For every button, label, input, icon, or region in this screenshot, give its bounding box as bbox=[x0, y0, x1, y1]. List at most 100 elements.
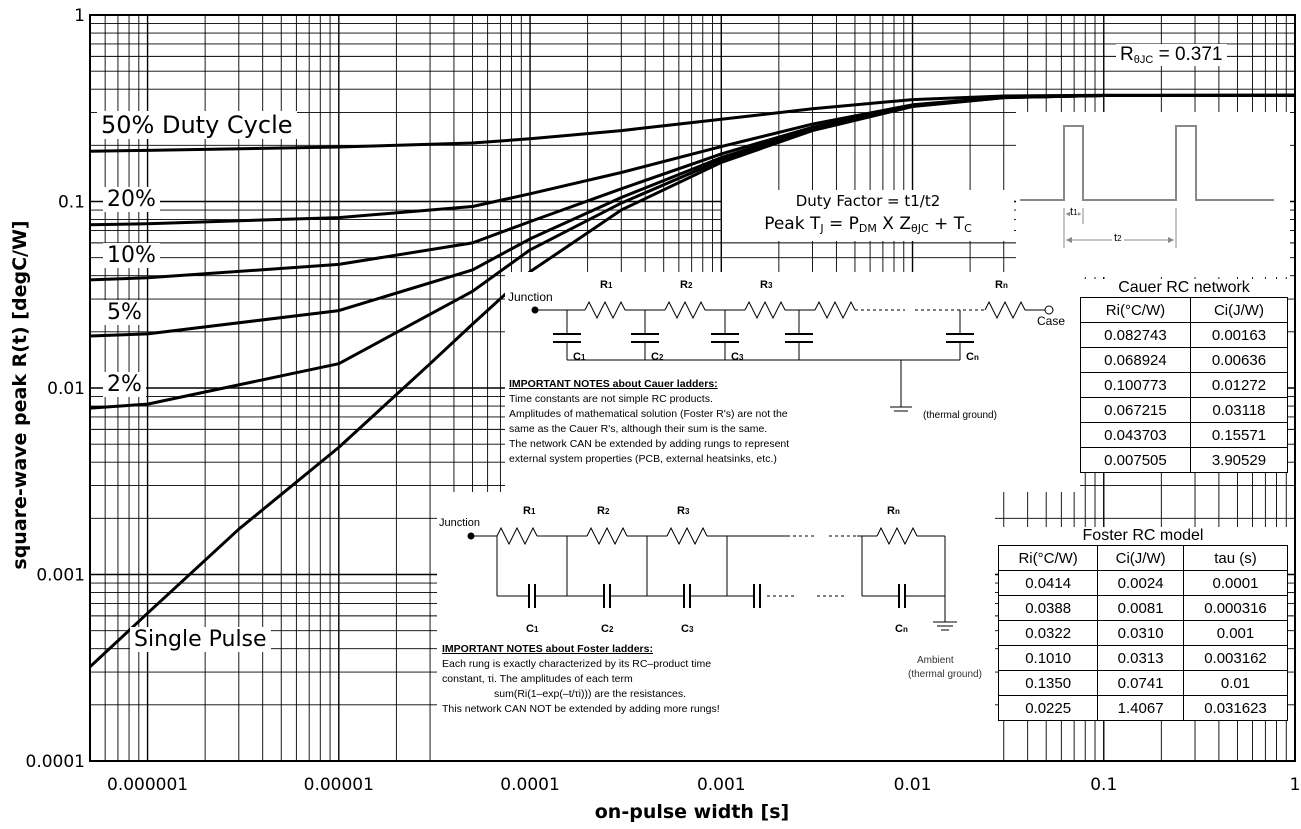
svg-text:Rn: Rn bbox=[995, 279, 1008, 291]
table-cell: 0.01272 bbox=[1189, 372, 1289, 398]
square-wave-diagram: t1 t2 bbox=[1016, 112, 1290, 277]
cauer-table-title: Cauer RC network bbox=[1080, 279, 1288, 297]
table-cell: 0.01 bbox=[1182, 670, 1289, 696]
y-tick-label: 0.0001 bbox=[26, 752, 85, 772]
foster-table-panel: Foster RC model Ri(°C/W) Ci(J/W) tau (s) 0… bbox=[997, 527, 1289, 721]
cauer-notes: IMPORTANT NOTES about Cauer ladders: Tim… bbox=[509, 377, 879, 467]
y-tick-label: 0.01 bbox=[47, 379, 85, 399]
table-cell: 0.0001 bbox=[1182, 570, 1289, 596]
peak-sub-c: C bbox=[964, 222, 972, 235]
table-row: 0.082743 0.00163 bbox=[1080, 322, 1289, 348]
cauer-ground-label: (thermal ground) bbox=[923, 410, 997, 421]
svg-text:C2: C2 bbox=[651, 351, 664, 363]
table-cell: 0.0225 bbox=[997, 695, 1099, 721]
cauer-note-line: Time constants are not simple RC product… bbox=[509, 393, 713, 405]
peak-eq: = P bbox=[823, 214, 859, 234]
table-row: 0.0388 0.0081 0.000316 bbox=[997, 595, 1289, 621]
y-axis-label: square-wave peak R(t) [degC/W] bbox=[9, 220, 31, 569]
table-cell: 0.082743 bbox=[1080, 322, 1191, 348]
table-row: 0.068924 0.00636 bbox=[1080, 347, 1289, 373]
t2-sub: 2 bbox=[1117, 234, 1122, 243]
x-axis-label: on-pulse width [s] bbox=[595, 801, 789, 823]
foster-notes-title: IMPORTANT NOTES about Foster ladders: bbox=[442, 643, 653, 655]
series-label-5: 5% bbox=[103, 300, 146, 325]
x-tick-labels: 0.000001 0.00001 0.0001 0.001 0.01 0.1 1 bbox=[107, 775, 1300, 795]
peak-t: Peak T bbox=[764, 214, 821, 234]
table-cell: 0.15571 bbox=[1189, 422, 1289, 448]
series-line-5 bbox=[88, 93, 1296, 668]
table-cell: 0.0322 bbox=[997, 620, 1099, 646]
foster-notes: IMPORTANT NOTES about Foster ladders: Ea… bbox=[442, 642, 822, 717]
cauer-circuit-panel: R1 R2 R3 Rn C1 C2 C3 Cn Junction Case (t… bbox=[505, 272, 1080, 492]
table-header: tau (s) bbox=[1182, 545, 1289, 571]
svg-text:Cn: Cn bbox=[895, 623, 908, 635]
table-cell: 0.043703 bbox=[1080, 422, 1191, 448]
svg-text:R2: R2 bbox=[597, 505, 610, 517]
table-row: 0.100773 0.01272 bbox=[1080, 372, 1289, 398]
table-header: Ci(J/W) bbox=[1189, 297, 1289, 323]
table-cell: 0.0081 bbox=[1097, 595, 1184, 621]
foster-note-line: This network CAN NOT be extended by addi… bbox=[442, 703, 720, 715]
peak-sub-dm: DM bbox=[858, 222, 877, 235]
t1-label: t1 bbox=[1070, 206, 1078, 218]
series-label-single-pulse: Single Pulse bbox=[130, 627, 271, 652]
foster-ambient-label: Ambient bbox=[917, 655, 954, 666]
series-label-10: 10% bbox=[103, 243, 160, 268]
t2-label: t2 bbox=[1112, 232, 1124, 244]
r-theta-symbol: R bbox=[1120, 44, 1134, 65]
table-cell: 0.0414 bbox=[997, 570, 1099, 596]
series-label-50: 50% Duty Cycle bbox=[97, 111, 297, 139]
foster-table-title: Foster RC model bbox=[998, 527, 1288, 545]
foster-note-line: Each rung is exactly characterized by it… bbox=[442, 658, 712, 670]
table-cell: 0.000316 bbox=[1182, 595, 1289, 621]
x-tick-label: 0.00001 bbox=[304, 775, 374, 795]
svg-text:R3: R3 bbox=[760, 279, 773, 291]
cauer-note-line: Amplitudes of mathematical solution (Fos… bbox=[509, 408, 788, 420]
table-row: 0.0322 0.0310 0.001 bbox=[997, 620, 1289, 646]
table-cell: 0.003162 bbox=[1182, 645, 1289, 671]
table-header: Ri(°C/W) bbox=[1080, 297, 1191, 323]
peak-x: X Z bbox=[876, 214, 911, 234]
series-label-2: 2% bbox=[103, 372, 146, 397]
y-tick-label: 1 bbox=[74, 6, 85, 26]
table-cell: 0.100773 bbox=[1080, 372, 1191, 398]
svg-text:C3: C3 bbox=[731, 351, 744, 363]
table-row: 0.1350 0.0741 0.01 bbox=[997, 670, 1289, 696]
table-header-row: Ri(°C/W) Ci(J/W) bbox=[1080, 297, 1289, 323]
table-cell: 0.0741 bbox=[1097, 670, 1184, 696]
table-cell: 1.4067 bbox=[1097, 695, 1184, 721]
cauer-table: Ri(°C/W) Ci(J/W) 0.082743 0.00163 0.068924… bbox=[1080, 297, 1289, 473]
svg-text:R1: R1 bbox=[523, 505, 536, 517]
table-header: Ci(J/W) bbox=[1097, 545, 1184, 571]
x-tick-label: 0.000001 bbox=[107, 775, 188, 795]
cauer-case-label: Case bbox=[1037, 314, 1066, 328]
duty-factor-formula: Duty Factor = t1/t2 bbox=[795, 192, 941, 210]
series-label-20: 20% bbox=[103, 187, 160, 212]
duty-factor-annotation: Duty Factor = t1/t2 Peak TJ = PDM X ZθJC… bbox=[722, 190, 1014, 241]
svg-text:C2: C2 bbox=[601, 623, 614, 635]
foster-note-line: constant, τi. The amplitudes of each ter… bbox=[442, 673, 633, 685]
svg-text:C3: C3 bbox=[681, 623, 694, 635]
t2-text: t bbox=[1114, 232, 1118, 244]
r-theta-jc-annotation: RθJC = 0.371 bbox=[1116, 44, 1227, 66]
table-cell: 0.03118 bbox=[1189, 397, 1289, 423]
y-tick-label: 0.1 bbox=[58, 193, 85, 213]
table-cell: 0.031623 bbox=[1182, 695, 1289, 721]
x-tick-label: 1 bbox=[1290, 775, 1301, 795]
svg-text:C1: C1 bbox=[573, 351, 586, 363]
foster-table: Ri(°C/W) Ci(J/W) tau (s) 0.0414 0.0024 0.000… bbox=[997, 545, 1289, 721]
table-cell: 0.067215 bbox=[1080, 397, 1191, 423]
foster-ground-label: (thermal ground) bbox=[908, 669, 982, 680]
svg-text:R1: R1 bbox=[600, 279, 613, 291]
cauer-junction-label: Junction bbox=[508, 290, 553, 304]
table-cell: 3.90529 bbox=[1189, 447, 1289, 473]
table-cell: 0.068924 bbox=[1080, 347, 1191, 373]
peak-sub-theta: θJC bbox=[911, 222, 929, 235]
cauer-table-panel: Cauer RC network Ri(°C/W) Ci(J/W) 0.08274… bbox=[1080, 279, 1289, 473]
r-theta-value: = 0.371 bbox=[1153, 44, 1223, 65]
x-tick-label: 0.0001 bbox=[500, 775, 559, 795]
svg-text:R3: R3 bbox=[677, 505, 690, 517]
foster-note-line: sum(Ri(1–exp(–t/τi))) are the resistance… bbox=[494, 688, 687, 700]
svg-text:Cn: Cn bbox=[966, 351, 979, 363]
table-cell: 0.0388 bbox=[997, 595, 1099, 621]
